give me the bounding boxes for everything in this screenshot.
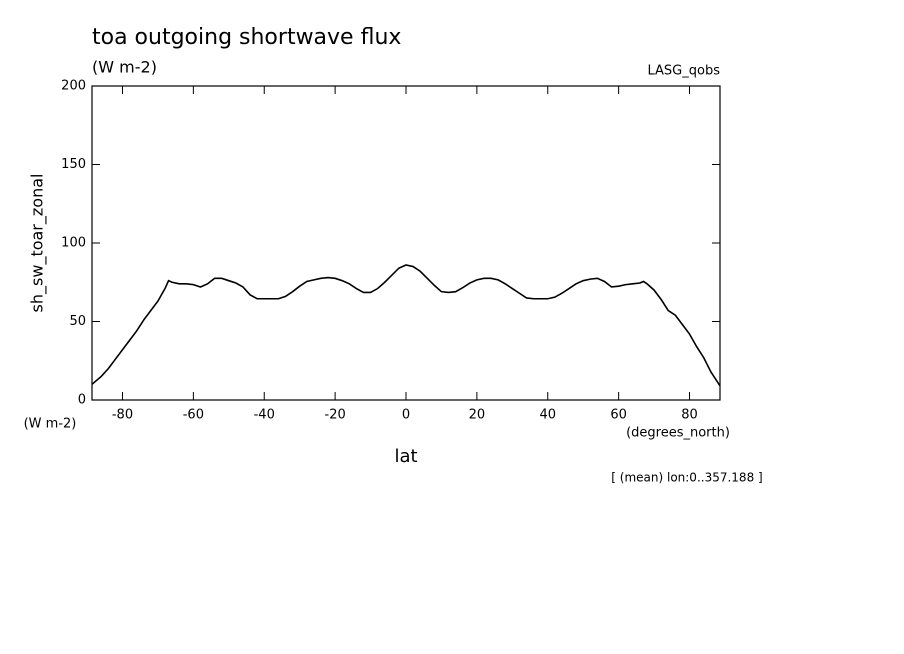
x-tick-label: -40 (254, 408, 275, 423)
y-tick-label: 100 (61, 236, 86, 251)
y-units: (W m-2) (24, 417, 77, 432)
y-tick-label: 50 (69, 314, 86, 329)
chart-title: toa outgoing shortwave flux (92, 25, 401, 50)
y-tick-label: 0 (78, 393, 86, 408)
x-tick-label: 20 (469, 408, 486, 423)
plot-frame (91, 85, 721, 401)
chart-subtitle: (W m-2) (92, 58, 157, 77)
x-tick-label: -60 (183, 408, 204, 423)
x-tick-label: -20 (325, 408, 346, 423)
y-axis-label: sh_sw_toar_zonal (28, 174, 48, 313)
y-tick-label: 150 (61, 157, 86, 172)
data-line (91, 264, 721, 387)
dataset-label: LASG_qobs (648, 64, 721, 79)
x-units: (degrees_north) (626, 426, 730, 441)
x-tick-label: 80 (681, 408, 698, 423)
x-axis-label: lat (394, 446, 417, 467)
note: [ (mean) lon:0..357.188 ] (611, 471, 762, 485)
x-tick-label: -80 (112, 408, 133, 423)
x-tick-label: 0 (402, 408, 410, 423)
x-tick-label: 60 (610, 408, 627, 423)
y-tick-label: 200 (61, 79, 86, 94)
x-tick-label: 40 (539, 408, 556, 423)
